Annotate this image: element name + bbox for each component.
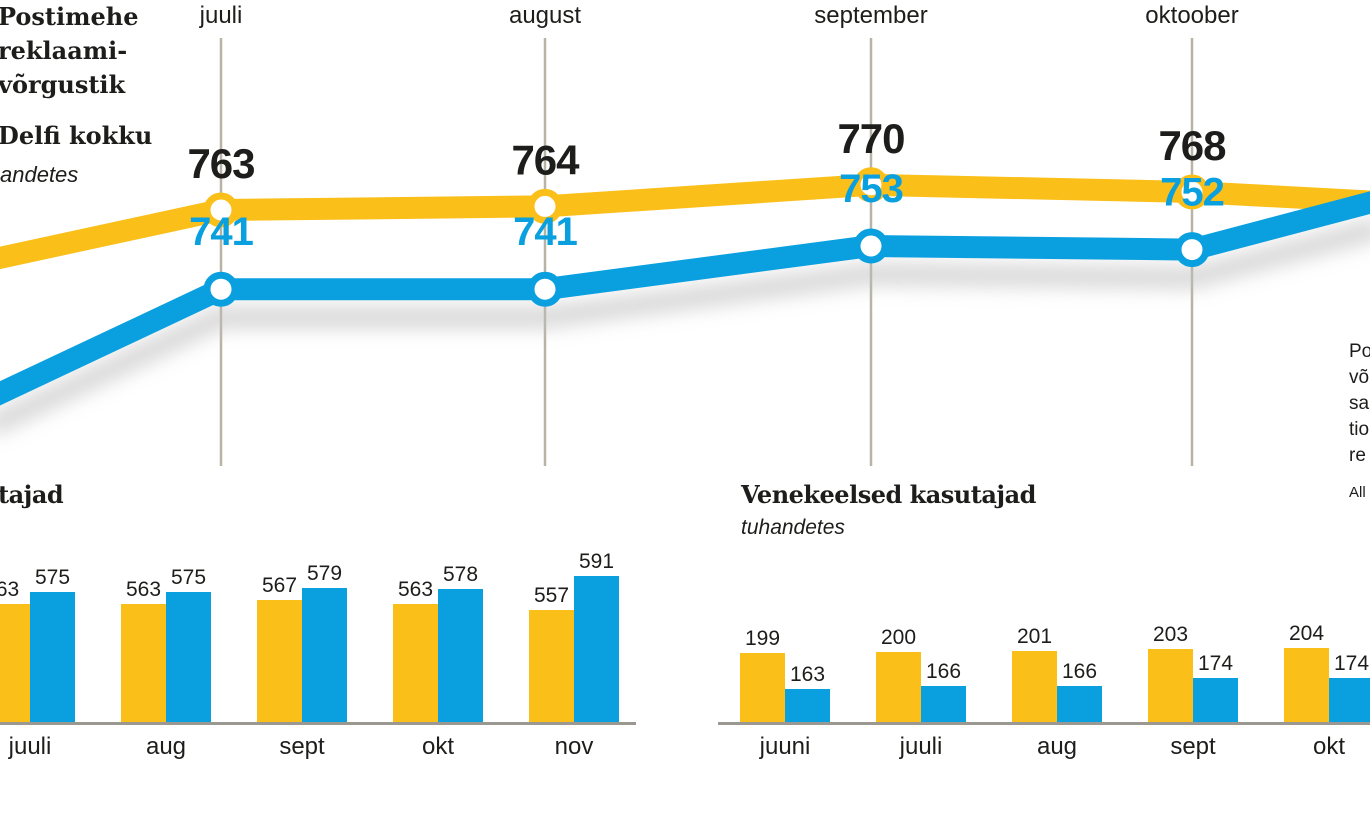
bar-value-label: 201 bbox=[1017, 625, 1052, 648]
bar-value-label: 174 bbox=[1334, 652, 1369, 675]
bar-category-label: aug bbox=[146, 733, 186, 760]
series-line-postimees bbox=[0, 173, 1370, 270]
bar-category-label: aug bbox=[1037, 733, 1077, 760]
right-panel-subtitle: tuhandetes bbox=[741, 516, 845, 539]
legend-title-line-3: võrgustik bbox=[0, 70, 126, 99]
bar-category-label: okt bbox=[1313, 733, 1345, 760]
month-label: oktoober bbox=[1145, 2, 1238, 29]
bar-value-label: 166 bbox=[1062, 660, 1097, 683]
series-point-delfi bbox=[203, 271, 239, 307]
month-label: september bbox=[814, 2, 927, 29]
data-label-delfi: 741 bbox=[189, 210, 253, 254]
side-note-line-5: re bbox=[1349, 445, 1366, 466]
bar-yellow bbox=[0, 604, 30, 722]
bar-value-label: 579 bbox=[307, 562, 342, 585]
data-label-postimees: 768 bbox=[1158, 122, 1226, 169]
bar-yellow bbox=[257, 600, 302, 722]
bar-value-label: 200 bbox=[881, 626, 916, 649]
bar-value-label: 578 bbox=[443, 563, 478, 586]
bar-blue bbox=[574, 576, 619, 722]
bar-blue bbox=[166, 592, 211, 722]
bar-value-label: 203 bbox=[1153, 623, 1188, 646]
bar-category-label: nov bbox=[555, 733, 594, 760]
bar-value-label: 163 bbox=[790, 663, 825, 686]
bar-chart-left: 63 575 juuli 563 575 aug 567 579 sept 563 578 okt 55… bbox=[0, 550, 636, 760]
data-label-delfi: 741 bbox=[513, 210, 577, 254]
bar-category-label: juuni bbox=[759, 733, 811, 760]
bar-value-label: 591 bbox=[579, 550, 614, 573]
bar-yellow bbox=[1148, 649, 1193, 722]
bar-yellow bbox=[529, 610, 574, 722]
data-label-postimees: 764 bbox=[511, 136, 580, 183]
bar-value-label: 204 bbox=[1289, 622, 1324, 645]
month-label: august bbox=[509, 2, 581, 29]
bar-chart-right: 199 163 juuni 200 166 juuli 201 166 aug 203 174 sep… bbox=[718, 622, 1370, 760]
bar-value-label: 166 bbox=[926, 660, 961, 683]
series-point-delfi bbox=[527, 271, 563, 307]
bar-category-label: juuli bbox=[8, 733, 52, 760]
bar-blue bbox=[785, 689, 830, 722]
series-point-delfi bbox=[1174, 232, 1210, 268]
left-panel-title: tajad bbox=[0, 480, 64, 509]
legend-unit: andetes bbox=[0, 162, 79, 187]
bar-blue bbox=[1057, 686, 1102, 722]
data-label-postimees: 763 bbox=[187, 140, 254, 187]
series-point-postimees bbox=[527, 188, 563, 224]
bar-yellow bbox=[121, 604, 166, 722]
bar-blue bbox=[30, 592, 75, 722]
bar-value-label: 575 bbox=[35, 566, 70, 589]
bar-value-label: 563 bbox=[126, 578, 161, 601]
legend-series2-title: Delfi kokku bbox=[0, 121, 153, 150]
series-point-postimees bbox=[203, 192, 239, 228]
data-label-delfi: 752 bbox=[1160, 171, 1224, 215]
bar-yellow bbox=[1012, 651, 1057, 722]
bar-blue bbox=[1193, 678, 1238, 722]
side-note-line-2: võ bbox=[1349, 367, 1370, 388]
bar-value-label: 563 bbox=[398, 578, 433, 601]
bar-category-label: sept bbox=[279, 733, 325, 760]
data-label-delfi: 753 bbox=[839, 167, 903, 211]
bar-yellow bbox=[740, 653, 785, 722]
bar-blue bbox=[302, 588, 347, 722]
bar-value-label: 174 bbox=[1198, 652, 1233, 675]
bar-yellow bbox=[1284, 648, 1329, 722]
series-line-delfi bbox=[0, 191, 1370, 406]
data-label-postimees: 770 bbox=[837, 115, 904, 162]
bar-value-label: 199 bbox=[745, 627, 780, 650]
bar-value-label: 63 bbox=[0, 578, 19, 601]
legend-title-line-2: reklaami- bbox=[0, 36, 128, 65]
series-point-delfi bbox=[853, 228, 889, 264]
bar-value-label: 557 bbox=[534, 584, 569, 607]
bar-value-label: 575 bbox=[171, 566, 206, 589]
right-panel-title: Venekeelsed kasutajad bbox=[741, 480, 1036, 509]
bar-blue bbox=[438, 589, 483, 722]
series-point-postimees bbox=[853, 167, 889, 203]
bar-blue bbox=[1329, 678, 1370, 722]
side-note-line-4: tio bbox=[1349, 419, 1370, 440]
bar-category-label: sept bbox=[1170, 733, 1216, 760]
bar-category-label: juuli bbox=[899, 733, 943, 760]
legend-title-line-1: Postimehe bbox=[0, 2, 139, 31]
side-note-line-3: sa bbox=[1349, 393, 1370, 414]
bar-yellow bbox=[876, 652, 921, 722]
bar-value-label: 567 bbox=[262, 574, 297, 597]
side-note-source: All bbox=[1349, 484, 1366, 501]
month-label: juuli bbox=[199, 2, 243, 29]
bar-yellow bbox=[393, 604, 438, 722]
side-note-line-1: Po bbox=[1349, 341, 1370, 362]
bar-category-label: okt bbox=[422, 733, 454, 760]
series-point-postimees bbox=[1174, 174, 1210, 210]
blue-series-shadow bbox=[0, 218, 1370, 435]
bar-blue bbox=[921, 686, 966, 722]
line-chart: juuli august september oktoober 763 764 770 768… bbox=[0, 2, 1370, 466]
